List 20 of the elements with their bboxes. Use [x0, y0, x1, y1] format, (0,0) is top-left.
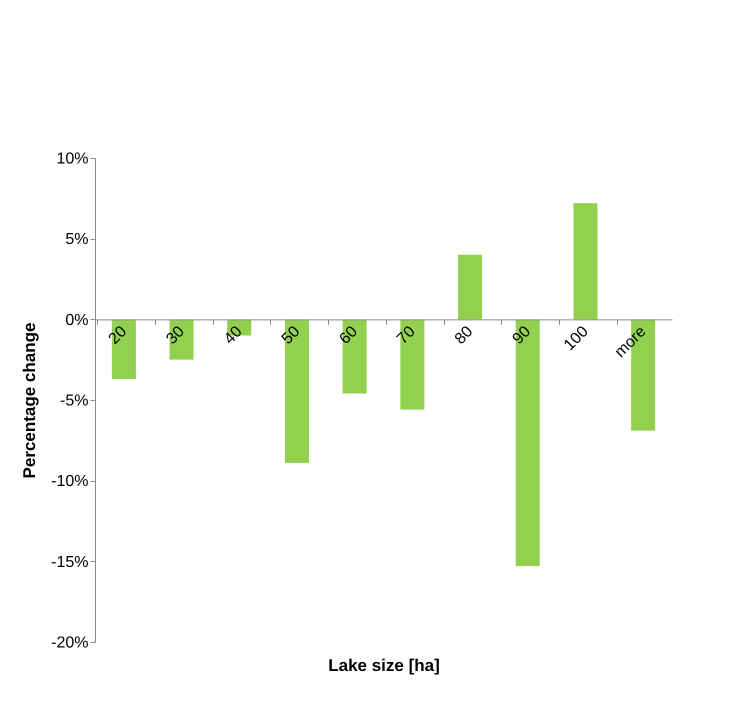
y-tick-label: 5%: [65, 231, 88, 248]
x-tick-label: 90: [510, 323, 534, 348]
x-tick-label: 20: [106, 323, 130, 348]
x-tick-label: 30: [163, 323, 188, 348]
y-tick-label: -10%: [51, 473, 88, 490]
y-tick-label: 10%: [56, 150, 88, 168]
x-tick-label: 70: [394, 323, 419, 348]
bar: [573, 203, 598, 320]
x-tick-label: 40: [221, 323, 246, 348]
x-tick-label: 50: [278, 323, 304, 348]
y-tick-label: -5%: [60, 392, 88, 410]
y-axis-title: Percentage change: [20, 322, 40, 478]
bar: [458, 254, 482, 320]
x-tick-label: 100: [560, 323, 592, 354]
y-tick-label: -15%: [51, 554, 88, 571]
x-axis-title: Lake size [ha]: [328, 656, 440, 675]
x-tick-label: 60: [336, 323, 362, 348]
x-tick-label: 80: [452, 323, 476, 348]
y-tick-label: 0%: [65, 312, 88, 329]
y-tick-label: -20%: [51, 634, 88, 652]
